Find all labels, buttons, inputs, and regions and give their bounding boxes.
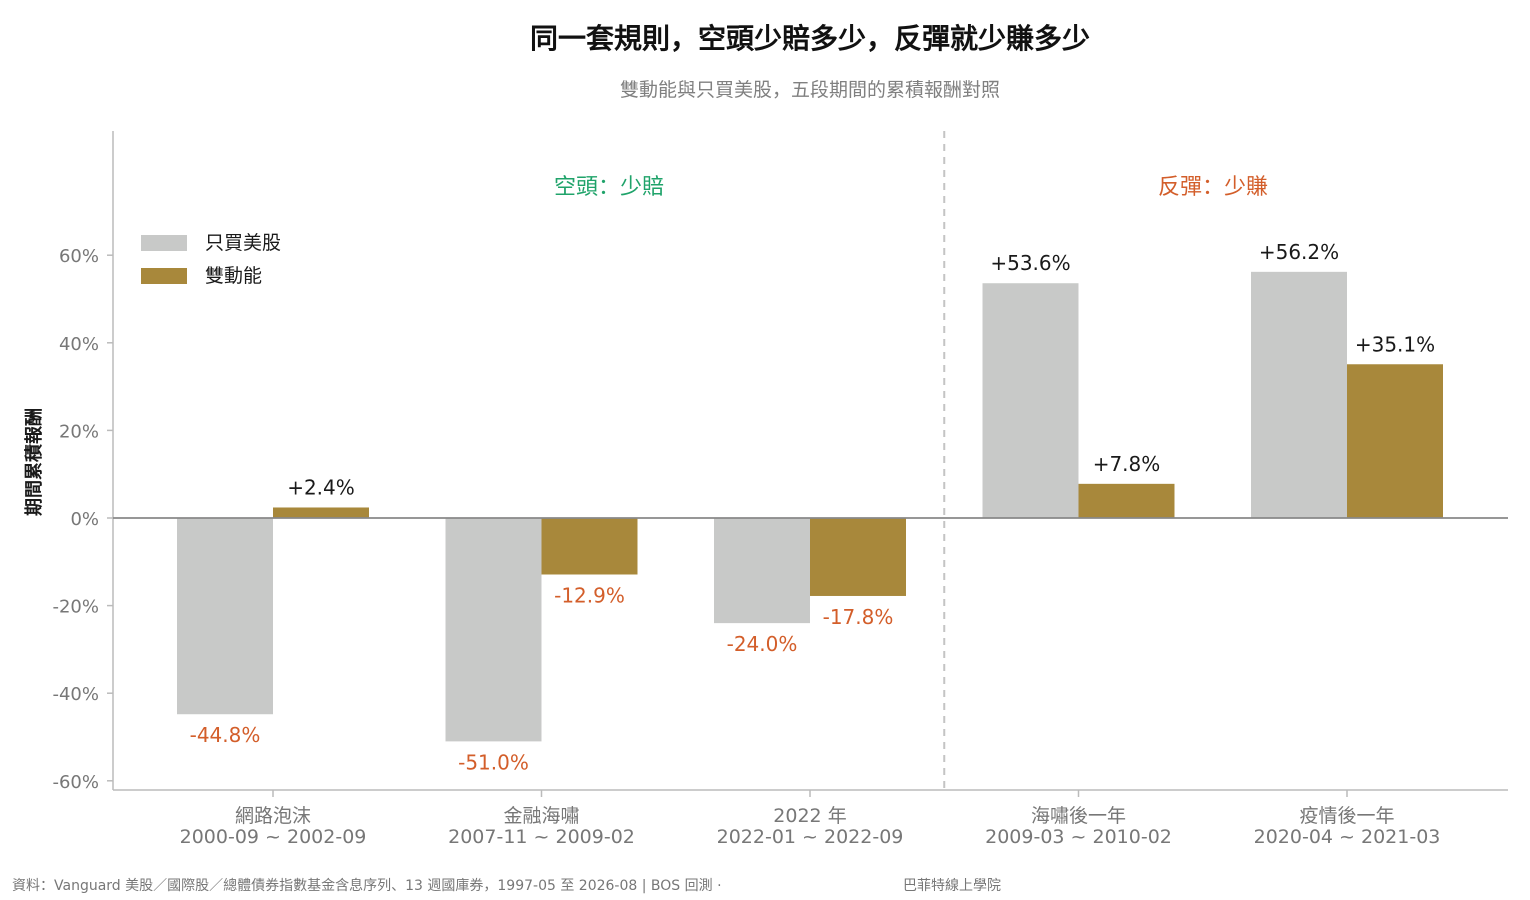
x-tick-label: 海嘯後一年 — [1031, 805, 1126, 827]
bar-us-only — [177, 518, 273, 715]
bar-dual-momentum — [1347, 364, 1443, 518]
footer-source: 資料：Vanguard 美股／國際股／總體債券指數基金含息序列、13 週國庫券，… — [12, 877, 722, 894]
legend-swatch-dual-momentum — [141, 268, 187, 284]
x-tick-period-label: 2000-09 ~ 2002-09 — [180, 826, 367, 848]
y-tick-label: 20% — [59, 421, 99, 442]
y-axis-label: 期間累積報酬 — [23, 408, 45, 516]
data-label: +35.1% — [1355, 332, 1435, 356]
x-tick-label: 金融海嘯 — [503, 805, 579, 827]
bar-dual-momentum — [273, 507, 369, 518]
data-labels-layer: -44.8% +2.4% -51.0% -12.9% -24.0% -17.8% +53.6… — [113, 240, 1508, 774]
data-label: -44.8% — [190, 723, 261, 747]
data-label: +2.4% — [287, 475, 355, 499]
y-tick-label: 0% — [70, 509, 99, 530]
bar-dual-momentum — [541, 518, 638, 575]
y-tick-label: 60% — [59, 246, 99, 267]
data-label: -12.9% — [554, 584, 625, 608]
x-tick-label: 2022 年 — [773, 805, 846, 827]
x-tick-period-label: 2009-03 ~ 2010-02 — [985, 826, 1172, 848]
bar-us-only — [1251, 271, 1347, 518]
y-tick-label: 40% — [59, 334, 99, 355]
bar-dual-momentum — [1078, 483, 1175, 518]
legend-swatch-us-only — [141, 235, 187, 251]
annotation-bear: 空頭：少賠 — [554, 175, 664, 200]
chart-subtitle: 雙動能與只買美股，五段期間的累積報酬對照 — [620, 79, 1000, 101]
bar-us-only — [982, 283, 1079, 518]
data-label: +53.6% — [990, 251, 1070, 275]
annotation-rebound: 反彈：少賺 — [1158, 175, 1268, 200]
x-tick-label: 疫情後一年 — [1299, 805, 1394, 827]
x-tick-period-label: 2022-01 ~ 2022-09 — [717, 826, 904, 848]
data-label: -24.0% — [727, 632, 798, 656]
data-label: -51.0% — [458, 750, 529, 774]
bar-us-only — [714, 518, 810, 624]
data-label: +7.8% — [1093, 452, 1161, 476]
x-tick-period-label: 2007-11 ~ 2009-02 — [448, 826, 635, 848]
y-tick-label: -40% — [52, 684, 99, 705]
y-tick-label: -20% — [52, 597, 99, 618]
bars-layer — [177, 271, 1443, 742]
data-label: -17.8% — [823, 605, 894, 629]
bar-us-only — [445, 518, 542, 742]
data-label: +56.2% — [1259, 240, 1339, 264]
chart-title: 同一套規則，空頭少賠多少，反彈就少賺多少 — [530, 22, 1090, 55]
x-tick-label: 網路泡沫 — [235, 805, 311, 827]
bar-dual-momentum — [810, 518, 906, 596]
x-tick-period-label: 2020-04 ~ 2021-03 — [1254, 826, 1441, 848]
legend-label-dual-momentum: 雙動能 — [205, 265, 262, 287]
legend: 只買美股 雙動能 — [141, 232, 281, 287]
footer-brand: 巴菲特線上學院 — [903, 878, 1001, 894]
legend-label-us-only: 只買美股 — [205, 232, 281, 254]
y-tick-label: -60% — [52, 772, 99, 793]
